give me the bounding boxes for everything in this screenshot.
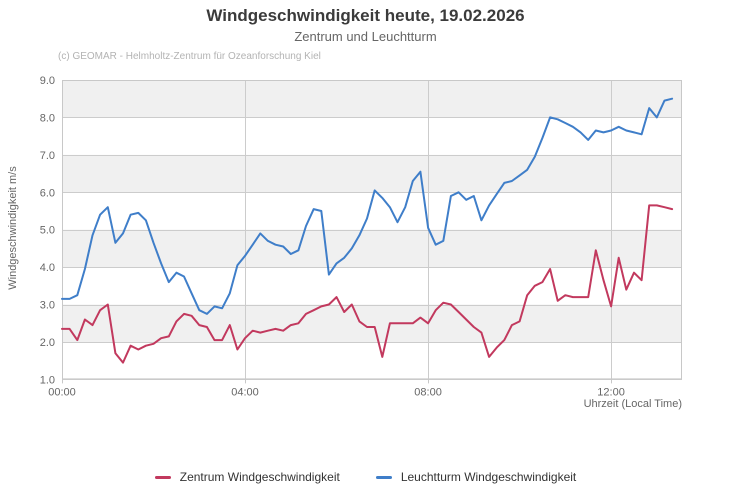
svg-text:9.0: 9.0 — [40, 75, 55, 87]
chart-title: Windgeschwindigkeit heute, 19.02.2026 — [206, 6, 525, 25]
svg-text:8.0: 8.0 — [40, 112, 55, 124]
credit-label: (c) GEOMAR - Helmholtz-Zentrum für Ozean… — [58, 51, 321, 62]
legend-label-zentrum: Zentrum Windgeschwindigkeit — [179, 470, 340, 484]
chart-subtitle: Zentrum und Leuchtturm — [294, 29, 437, 44]
x-tick-labels: 00:00 04:00 08:00 12:00 — [48, 386, 625, 398]
svg-text:6.0: 6.0 — [40, 187, 55, 199]
svg-text:1.0: 1.0 — [40, 374, 55, 386]
legend-dash-zentrum-icon — [154, 475, 171, 479]
legend-dash-leuchtturm-icon — [375, 475, 392, 479]
plot-bands — [62, 80, 682, 342]
svg-text:04:00: 04:00 — [231, 386, 259, 398]
svg-text:12:00: 12:00 — [597, 386, 625, 398]
svg-text:4.0: 4.0 — [40, 262, 55, 274]
svg-text:5.0: 5.0 — [40, 225, 55, 237]
svg-text:3.0: 3.0 — [40, 300, 55, 312]
legend-item-zentrum[interactable]: Zentrum Windgeschwindigkeit — [154, 470, 340, 484]
svg-text:2.0: 2.0 — [40, 337, 55, 349]
y-tick-labels: 1.0 2.0 3.0 4.0 5.0 6.0 7.0 8.0 9.0 — [40, 75, 55, 386]
legend-item-leuchtturm[interactable]: Leuchtturm Windgeschwindigkeit — [375, 470, 577, 484]
series-line-zentrum — [61, 204, 674, 364]
legend: Zentrum Windgeschwindigkeit Leuchtturm W… — [0, 470, 731, 484]
svg-text:00:00: 00:00 — [48, 386, 76, 398]
series-line-leuchtturm — [61, 97, 674, 315]
svg-text:7.0: 7.0 — [40, 150, 55, 162]
x-axis-title: Uhrzeit (Local Time) — [583, 398, 682, 410]
legend-label-leuchtturm: Leuchtturm Windgeschwindigkeit — [400, 470, 577, 484]
svg-text:08:00: 08:00 — [414, 386, 442, 398]
plot-border — [62, 80, 682, 380]
